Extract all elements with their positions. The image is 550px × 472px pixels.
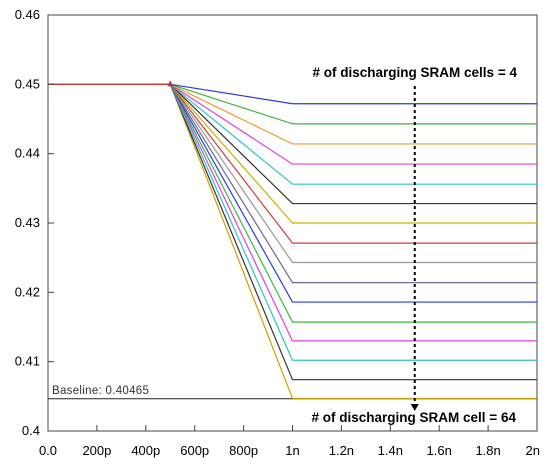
y-tick-label: 0.43 xyxy=(15,215,40,230)
annotation-bottom: # of discharging SRAM cell = 64 xyxy=(312,410,517,425)
x-tick-label: 1.2n xyxy=(329,443,354,458)
x-tick-label: 1.8n xyxy=(475,443,500,458)
annotation-layer: # of discharging SRAM cells = 4 # of disc… xyxy=(312,65,518,425)
x-tick-label: 600p xyxy=(180,443,209,458)
x-tick-label: 1.6n xyxy=(427,443,452,458)
y-tick-label: 0.4 xyxy=(22,423,40,438)
y-tick-label: 0.46 xyxy=(15,7,40,22)
x-tick-label: 1n xyxy=(285,443,299,458)
baseline-label: Baseline: 0.40465 xyxy=(52,385,149,397)
x-tick-label: 400p xyxy=(131,443,160,458)
annotation-top: # of discharging SRAM cells = 4 xyxy=(313,65,518,80)
x-tick-label: 200p xyxy=(82,443,111,458)
annotation-arrow-head xyxy=(410,404,419,411)
y-tick-label: 0.45 xyxy=(15,76,40,91)
y-tick-label: 0.41 xyxy=(15,354,40,369)
x-tick-label: 0.0 xyxy=(39,443,57,458)
x-tick-label: 2n xyxy=(526,443,540,458)
discharge-start-marker xyxy=(167,80,174,87)
axis-layer: 0.4 0.41 0.42 0.43 0.44 0.45 0.46 0.0 200p 400p 60… xyxy=(15,7,540,458)
x-tick-label: 1.4n xyxy=(378,443,403,458)
y-tick-label: 0.44 xyxy=(15,146,40,161)
x-tick-label: 800p xyxy=(229,443,258,458)
y-tick-label: 0.42 xyxy=(15,284,40,299)
